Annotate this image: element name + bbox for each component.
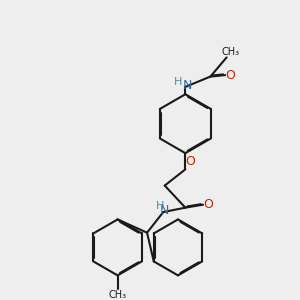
Text: O: O <box>203 198 213 211</box>
Text: N: N <box>160 204 169 217</box>
Text: O: O <box>226 69 235 82</box>
Text: H: H <box>155 201 164 211</box>
Text: CH₃: CH₃ <box>109 290 127 300</box>
Text: N: N <box>183 79 192 92</box>
Text: H: H <box>174 77 182 87</box>
Text: CH₃: CH₃ <box>221 47 239 57</box>
Text: O: O <box>186 155 196 168</box>
